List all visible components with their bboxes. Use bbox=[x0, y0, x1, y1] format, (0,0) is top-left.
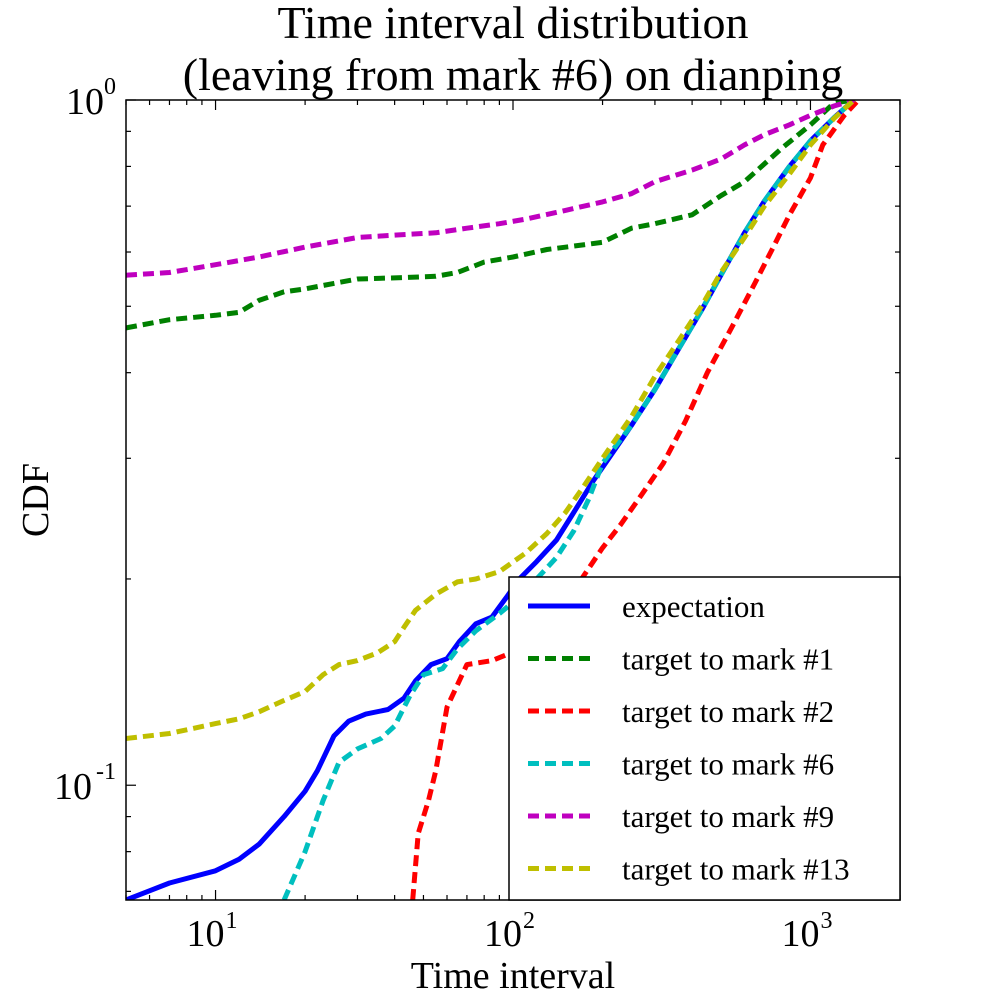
series-line-1 bbox=[126, 100, 855, 331]
legend-label-0: expectation bbox=[622, 589, 765, 624]
x-axis-label: Time interval bbox=[411, 955, 615, 997]
legend-label-3: target to mark #6 bbox=[622, 747, 834, 782]
legend-label-5: target to mark #13 bbox=[622, 852, 850, 887]
legend-label-4: target to mark #9 bbox=[622, 799, 834, 834]
y-tick-label: 10 bbox=[66, 81, 104, 123]
x-tick-label: 10 bbox=[781, 913, 819, 955]
legend: expectation target to mark #1 target to ma… bbox=[508, 576, 901, 901]
y-tick-exponent: -1 bbox=[96, 759, 116, 785]
x-tick-label: 10 bbox=[484, 913, 522, 955]
x-tick-exponent: 3 bbox=[820, 908, 832, 934]
x-tick-exponent: 2 bbox=[523, 908, 535, 934]
x-tick-label: 10 bbox=[187, 913, 225, 955]
x-tick-exponent: 1 bbox=[226, 908, 238, 934]
legend-box bbox=[508, 576, 901, 901]
legend-label-1: target to mark #1 bbox=[622, 642, 834, 677]
series-layer bbox=[126, 100, 861, 900]
y-axis-label: CDF bbox=[15, 463, 57, 537]
y-tick-exponent: 0 bbox=[104, 74, 116, 100]
series-line-4 bbox=[126, 100, 855, 278]
legend-label-2: target to mark #2 bbox=[622, 694, 834, 729]
y-tick-label: 10 bbox=[54, 766, 92, 808]
series-line-5 bbox=[126, 100, 856, 741]
series-line-2 bbox=[410, 100, 861, 900]
chart-title-line-1: Time interval distribution bbox=[277, 0, 748, 48]
series-line-3 bbox=[281, 100, 856, 900]
chart-title-line-2: (leaving from mark #6) on dianping bbox=[183, 49, 843, 100]
ticks-layer: 10 1 10 2 10 310 -110 0 bbox=[54, 74, 901, 955]
